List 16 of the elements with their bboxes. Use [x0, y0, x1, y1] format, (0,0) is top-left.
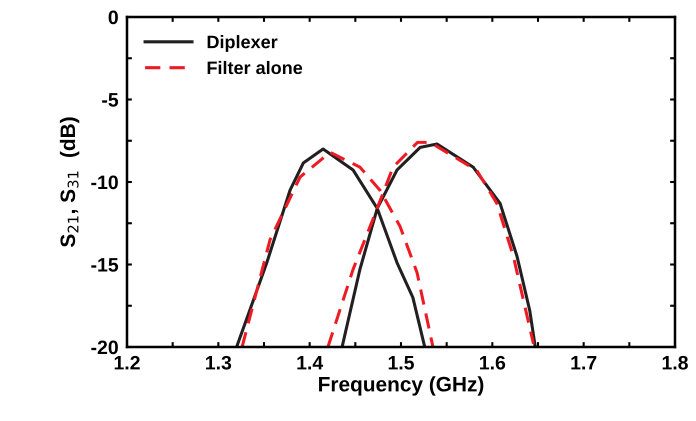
y-tick-label: -5	[102, 93, 118, 107]
y-tick-label: -10	[91, 175, 118, 190]
x-tick-label: 1.7	[571, 356, 596, 370]
y-tick-label: -15	[91, 258, 118, 272]
legend-label: Diplexer	[208, 35, 278, 52]
x-tick-label: 1.4	[297, 356, 324, 370]
x-tick-label: 1.6	[480, 356, 506, 370]
legend-label: Filter alone	[208, 60, 302, 74]
x-tick-label: 1.3	[206, 356, 232, 370]
x-tick-label: 1.8	[662, 356, 688, 370]
x-axis-title: Frequency (GHz)	[319, 376, 484, 396]
y-tick-label: 0	[108, 10, 118, 24]
y-axis-title: S$_{21}$, S$_{31}$ (dB)	[60, 117, 80, 248]
x-tick-label: 1.2	[114, 356, 140, 370]
x-tick-label: 1.5	[388, 356, 414, 370]
y-tick-label: -20	[91, 340, 118, 354]
